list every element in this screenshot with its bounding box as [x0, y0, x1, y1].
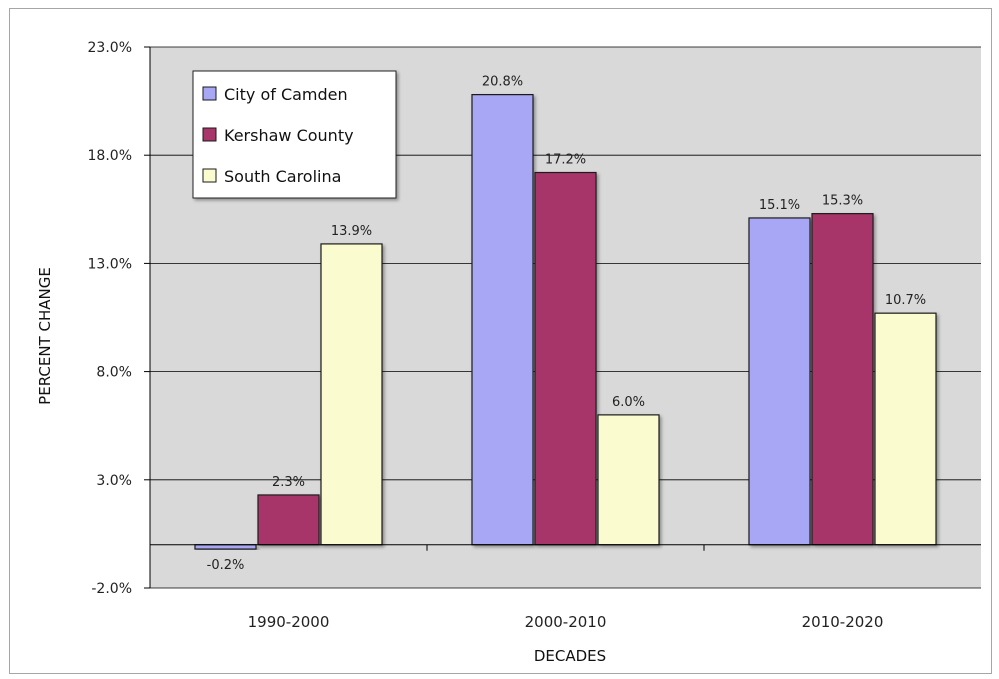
data-label: 15.3% [822, 194, 863, 209]
bar [471, 94, 534, 546]
legend-label: South Carolina [224, 167, 341, 186]
data-label: 15.1% [759, 198, 800, 213]
bar [597, 414, 660, 546]
x-category-label: 1990-2000 [248, 613, 330, 631]
data-label: 13.9% [331, 224, 372, 239]
x-category-label: 2000-2010 [525, 613, 607, 631]
legend: City of Camden Kershaw County South Caroli… [192, 70, 397, 199]
legend-swatch [202, 86, 217, 101]
x-axis-title: DECADES [534, 647, 606, 665]
legend-label: Kershaw County [224, 126, 354, 145]
legend-label: City of Camden [224, 85, 348, 104]
data-label: 17.2% [545, 153, 586, 168]
data-labels: -0.2% 2.3% 13.9% 20.8% 17.2% 6.0% 15.1% 15.3% 10… [207, 75, 927, 573]
bar [257, 494, 320, 546]
y-tick-label: 18.0% [88, 148, 132, 164]
y-tick-labels: -2.0% 3.0% 8.0% 13.0% 18.0% 23.0% [88, 40, 132, 597]
y-tick-label: 13.0% [88, 256, 132, 272]
x-category-label: 2010-2020 [802, 613, 884, 631]
y-tick-label: 23.0% [88, 40, 132, 56]
axes [149, 47, 981, 588]
data-label: 20.8% [482, 75, 523, 90]
x-category-labels: 1990-2000 2000-2010 2010-2020 [248, 613, 884, 631]
y-tick-label: -2.0% [91, 581, 132, 597]
data-label: 10.7% [885, 293, 926, 308]
bar [748, 217, 811, 546]
y-axis-title: PERCENT CHANGE [36, 267, 54, 405]
bar [534, 171, 597, 546]
legend-swatch [202, 168, 217, 183]
data-label: -0.2% [207, 558, 245, 573]
legend-swatch [202, 127, 217, 142]
bar [194, 544, 257, 550]
legend-box [192, 70, 397, 199]
bar [320, 243, 383, 546]
bar [811, 213, 874, 546]
bars [194, 94, 937, 550]
bar [874, 312, 937, 546]
data-label: 2.3% [272, 475, 305, 490]
data-label: 6.0% [612, 395, 645, 410]
y-tick-label: 3.0% [96, 473, 132, 489]
y-tick-label: 8.0% [96, 365, 132, 381]
